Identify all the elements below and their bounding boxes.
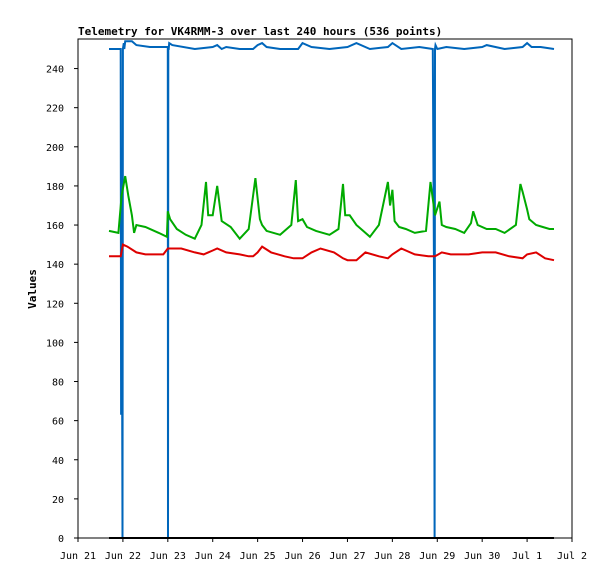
y-axis-ticks: 0 20 40 60 80 100 120 140 160 180 200 220 240: [46, 65, 78, 545]
x-tick-label: Jun 26: [284, 551, 320, 562]
series-line-1: [108, 175, 554, 241]
y-tick-label: 60: [52, 417, 64, 428]
series-lines: [108, 40, 555, 539]
x-axis-ticks: Jun 21 Jun 22 Jun 23 Jun 24 Jun 25 Jun 26 Jun …: [60, 538, 587, 562]
series-line-0: [109, 40, 555, 539]
x-tick-label: Jun 21: [60, 551, 96, 562]
y-tick-label: 120: [46, 299, 64, 310]
x-tick-label: Jun 30: [464, 551, 500, 562]
y-tick-label: 160: [46, 221, 64, 232]
x-tick-label: Jul 1: [512, 551, 542, 562]
x-tick-label: Jun 27: [329, 551, 365, 562]
chart-title: Telemetry for VK4RMM-3 over last 240 hou…: [78, 25, 442, 38]
x-tick-label: Jun 24: [195, 551, 231, 562]
y-tick-label: 140: [46, 260, 64, 271]
y-tick-label: 40: [52, 456, 64, 467]
y-axis-label: Values: [26, 269, 39, 309]
plot-frame: [77, 38, 573, 539]
y-tick-label: 180: [46, 182, 64, 193]
y-tick-label: 0: [58, 534, 64, 545]
y-tick-label: 220: [46, 104, 64, 115]
x-tick-label: Jun 22: [105, 551, 141, 562]
x-tick-label: Jun 25: [240, 551, 276, 562]
x-tick-label: Jul 2: [557, 551, 587, 562]
y-tick-label: 200: [46, 143, 64, 154]
x-tick-label: Jun 29: [419, 551, 455, 562]
y-tick-label: 80: [52, 378, 64, 389]
y-tick-label: 20: [52, 495, 64, 506]
y-tick-label: 240: [46, 65, 64, 76]
series-line-2: [109, 243, 555, 262]
y-tick-label: 100: [46, 338, 64, 349]
x-tick-label: Jun 23: [150, 551, 186, 562]
x-tick-label: Jun 28: [374, 551, 410, 562]
